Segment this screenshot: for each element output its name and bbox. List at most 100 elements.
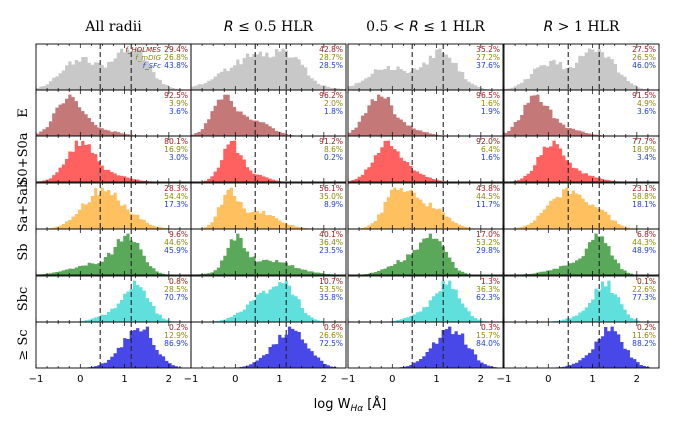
panel-r2-c0: 80.1%16.9%3.0% <box>35 135 192 183</box>
fraction-label: 54.4% <box>164 192 188 201</box>
fraction-label: 6.8% <box>637 230 656 239</box>
panel-r2-c3: 77.7%18.9%3.4% <box>503 135 660 183</box>
x-tick-label: −1 <box>341 374 356 385</box>
panel-r4-c1: 40.1%36.4%23.5% <box>190 228 347 276</box>
fraction-label: 0.1% <box>637 277 656 286</box>
fraction-label: 35.8% <box>319 293 343 302</box>
fraction-label: 8.9% <box>324 200 343 209</box>
fraction-label: 22.6% <box>632 285 656 294</box>
row-label-1: E <box>16 108 31 118</box>
fraction-label: 46.0% <box>632 61 656 70</box>
fraction-label: 77.3% <box>632 293 656 302</box>
legend-entry-2: f_SFc <box>143 62 161 70</box>
fraction-label: 23.5% <box>319 246 343 255</box>
column-title-0: All radii <box>84 19 142 35</box>
panel-r3-c0: 28.3%54.4%17.3% <box>35 182 192 230</box>
row-label-6: ≥ Sc <box>16 329 31 360</box>
fraction-label: 28.5% <box>319 61 343 70</box>
fraction-label: 0.8% <box>169 277 188 286</box>
fraction-label: 96.5% <box>476 91 500 100</box>
panel-r0-c2: 35.2%27.2%37.6% <box>347 43 504 91</box>
fraction-label: 86.9% <box>164 339 188 348</box>
fraction-label: 17.3% <box>164 200 188 209</box>
legend-entry-0: f_HOLMES <box>125 46 161 54</box>
x-tick-label: 0 <box>232 374 238 385</box>
fraction-label: 35.0% <box>319 192 343 201</box>
x-tick-label: 2 <box>478 374 484 385</box>
fraction-label: 0.3% <box>481 323 500 332</box>
histogram-bars <box>348 326 503 368</box>
histogram-bars <box>348 48 503 90</box>
fraction-label: 29.8% <box>476 246 500 255</box>
fraction-label: 36.4% <box>319 238 343 247</box>
fraction-label: 44.5% <box>476 192 500 201</box>
histogram-bars <box>191 233 346 275</box>
x-tick-label: 1 <box>433 374 439 385</box>
column-title-1: R ≤ 0.5 HLR <box>224 19 314 35</box>
fraction-label: 11.7% <box>476 200 500 209</box>
panel-r5-c0: 0.8%28.5%70.7% <box>35 275 192 323</box>
fraction-label: 45.9% <box>164 246 188 255</box>
x-tick-label: 0 <box>389 374 395 385</box>
fraction-label: 9.6% <box>169 230 188 239</box>
fraction-label: 70.7% <box>164 293 188 302</box>
fraction-label: 18.1% <box>632 200 656 209</box>
fraction-label: 16.9% <box>164 145 188 154</box>
panel-r3-c3: 23.1%58.8%18.1% <box>503 182 660 230</box>
histogram-bars <box>504 140 659 182</box>
row-label-4: Sb <box>16 243 31 260</box>
fraction-label: 18.9% <box>632 145 656 154</box>
panel-r6-c1: 0.9%26.6%72.5% <box>190 321 347 369</box>
histogram-bars <box>504 187 659 229</box>
histogram-bars <box>36 140 191 182</box>
histogram-bars <box>504 94 659 136</box>
histogram-bars <box>36 233 191 275</box>
x-tick-label: −1 <box>29 374 44 385</box>
panel-r5-c3: 0.1%22.6%77.3% <box>503 275 660 323</box>
x-tick-label: 2 <box>321 374 327 385</box>
panel-r6-c3: 0.2%11.6%88.2% <box>503 321 660 369</box>
panel-r1-c2: 96.5%1.6%1.9% <box>347 89 504 137</box>
panel-r4-c3: 6.8%44.3%48.9% <box>503 228 660 276</box>
panel-r3-c1: 56.1%35.0%8.9% <box>190 182 347 230</box>
fraction-label: 0.9% <box>324 323 343 332</box>
fraction-label: 11.6% <box>632 331 656 340</box>
fraction-label: 96.2% <box>319 91 343 100</box>
fraction-label: 35.2% <box>476 45 500 54</box>
histogram-bars <box>191 140 346 182</box>
histogram-bars <box>348 233 503 275</box>
x-axis-label: log WHα [Å] <box>314 396 387 414</box>
histogram-bars <box>504 326 659 368</box>
row-label-3: Sa+Sab <box>16 180 31 233</box>
fraction-label: 8.6% <box>324 145 343 154</box>
fraction-label: 28.5% <box>164 285 188 294</box>
panel-r1-c1: 96.2%2.0%1.8% <box>190 89 347 137</box>
legend-entry-1: f_mDIG <box>135 54 161 62</box>
column-title-3: R > 1 HLR <box>544 19 620 35</box>
fraction-label: 58.8% <box>632 192 656 201</box>
fraction-label: 12.9% <box>164 331 188 340</box>
x-tick-label: 2 <box>634 374 640 385</box>
panel-r5-c2: 1.3%36.3%62.3% <box>347 275 504 323</box>
fraction-label: 1.8% <box>324 107 343 116</box>
column-title-2: 0.5 < R ≤ 1 HLR <box>366 19 485 35</box>
x-tick-label: 0 <box>545 374 551 385</box>
panel-r4-c0: 9.6%44.6%45.9% <box>35 228 192 276</box>
histogram-bars <box>348 94 503 136</box>
fraction-label: 27.2% <box>476 53 500 62</box>
fraction-label: 28.3% <box>164 184 188 193</box>
panel-r2-c1: 91.2%8.6%0.2% <box>190 135 347 183</box>
histogram-bars <box>504 233 659 275</box>
histogram-bars <box>36 187 191 229</box>
fraction-label: 43.8% <box>164 61 188 70</box>
histogram-bars <box>191 280 346 322</box>
fraction-label: 3.9% <box>169 99 188 108</box>
panel-r1-c3: 91.5%4.9%3.6% <box>503 89 660 137</box>
histogram-bars <box>36 280 191 322</box>
histogram-bars <box>504 48 659 90</box>
fraction-label: 36.3% <box>476 285 500 294</box>
histogram-bars <box>191 187 346 229</box>
histogram-bars <box>348 140 503 182</box>
fraction-label: 28.7% <box>319 53 343 62</box>
fraction-label: 53.5% <box>319 285 343 294</box>
